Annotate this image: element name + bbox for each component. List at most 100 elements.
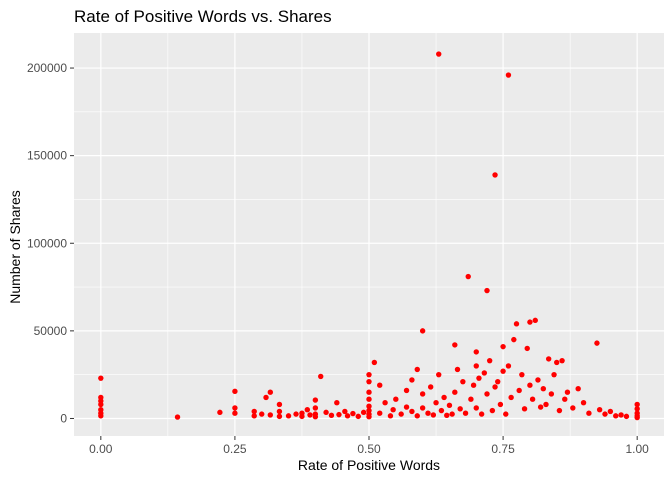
data-point [377, 382, 383, 388]
data-point [551, 371, 557, 378]
data-point [98, 401, 104, 408]
data-point [174, 414, 181, 420]
data-point [580, 400, 587, 406]
data-point [276, 413, 283, 420]
data-point [438, 407, 445, 414]
data-point [267, 389, 274, 395]
data-point [575, 385, 581, 392]
data-point [452, 389, 458, 395]
x-tick-label: 1.00 [626, 442, 650, 456]
chart-title: Rate of Positive Words vs. Shares [74, 7, 332, 26]
data-point [276, 408, 283, 415]
y-tick-label: 100000 [27, 236, 67, 250]
data-point [516, 387, 522, 394]
data-point [535, 377, 541, 383]
data-point [436, 51, 442, 57]
data-point [500, 368, 506, 374]
data-point [98, 375, 104, 381]
data-point [473, 363, 479, 369]
data-point [414, 413, 420, 419]
y-tick-label: 200000 [27, 61, 67, 75]
data-point [527, 319, 533, 325]
data-point [251, 408, 257, 415]
data-points [98, 51, 640, 421]
data-point [334, 400, 340, 406]
data-point [414, 366, 420, 373]
data-point [366, 403, 372, 409]
data-point [527, 382, 533, 388]
data-point [548, 391, 555, 397]
data-point [484, 391, 490, 397]
data-point [312, 397, 319, 403]
data-point [425, 410, 431, 416]
data-point [366, 378, 372, 385]
data-point [460, 378, 466, 385]
data-point [634, 406, 640, 412]
data-point [98, 413, 104, 419]
data-point [545, 356, 552, 362]
data-point [403, 387, 410, 394]
data-point [304, 407, 311, 413]
data-point [508, 394, 514, 401]
data-point [409, 408, 415, 415]
data-point [634, 401, 640, 408]
data-point [436, 371, 442, 378]
data-point [419, 328, 426, 334]
data-point [519, 371, 525, 378]
data-point [623, 413, 630, 420]
data-point [513, 321, 520, 327]
data-point [217, 409, 223, 416]
data-point [537, 404, 544, 410]
data-point [554, 359, 560, 366]
data-point [468, 396, 474, 402]
data-point [344, 413, 351, 419]
y-tick-label: 0 [60, 411, 67, 425]
data-point [481, 370, 488, 376]
data-point [307, 412, 313, 418]
data-point [556, 407, 563, 414]
data-point [267, 412, 274, 418]
data-point [377, 410, 383, 416]
data-point [342, 408, 348, 415]
data-point [559, 357, 565, 364]
data-point [476, 375, 482, 381]
data-point [562, 396, 568, 402]
data-point [419, 405, 426, 411]
data-point [387, 413, 394, 419]
data-point [398, 411, 404, 417]
data-point [360, 409, 367, 416]
data-point [570, 405, 576, 411]
x-tick-label: 0.50 [357, 442, 381, 456]
data-point [462, 410, 469, 416]
data-point [594, 340, 600, 346]
data-point [444, 412, 450, 419]
data-point [419, 391, 426, 397]
y-tick-label: 150000 [27, 149, 67, 163]
y-axis-ticks: 0 50000 100000 150000 200000 [27, 61, 74, 425]
data-point [366, 371, 372, 378]
data-point [489, 407, 496, 414]
data-point [564, 389, 571, 395]
data-point [492, 384, 498, 390]
data-point [366, 396, 372, 402]
data-point [505, 72, 512, 78]
data-point [521, 406, 528, 412]
data-point [511, 336, 517, 343]
x-tick-label: 0.25 [223, 442, 247, 456]
data-point [618, 412, 624, 418]
data-point [312, 405, 319, 411]
data-point [336, 411, 342, 418]
data-point [366, 389, 372, 395]
data-point [441, 394, 447, 401]
data-point [497, 401, 504, 408]
data-point [492, 172, 498, 178]
y-tick-label: 50000 [34, 324, 68, 338]
data-point [409, 377, 415, 383]
x-axis-ticks: 0.00 0.25 0.50 0.75 1.00 [89, 436, 649, 456]
data-point [350, 410, 356, 417]
data-point [312, 414, 319, 420]
data-point [323, 409, 329, 416]
data-point [596, 407, 603, 413]
data-point [232, 405, 238, 411]
